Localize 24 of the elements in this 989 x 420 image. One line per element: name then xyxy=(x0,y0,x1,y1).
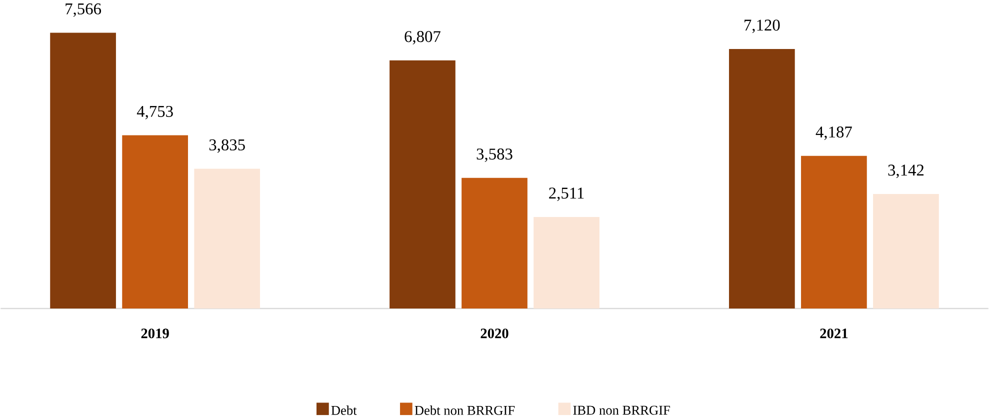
data-label: 3,835 xyxy=(209,139,245,153)
x-tick-label: 2020 xyxy=(480,328,508,338)
bar xyxy=(873,194,939,308)
data-label: 3,583 xyxy=(476,148,512,162)
bar xyxy=(801,156,867,308)
data-label: 7,120 xyxy=(744,19,780,33)
data-label: 7,566 xyxy=(66,3,102,17)
x-tick-label: 2021 xyxy=(820,328,848,338)
bar xyxy=(50,32,116,308)
legend-label: Debt xyxy=(331,405,357,415)
bar xyxy=(194,168,260,308)
bar xyxy=(462,178,528,308)
bar xyxy=(728,48,795,308)
data-label: 4,187 xyxy=(816,126,852,140)
data-label: 3,142 xyxy=(888,164,924,178)
legend-label: Debt non BRRGIF xyxy=(414,405,515,415)
data-label: 6,807 xyxy=(404,30,440,44)
bar xyxy=(534,216,600,308)
data-label: 4,753 xyxy=(136,106,173,120)
bar xyxy=(122,135,188,308)
data-label: 2,511 xyxy=(549,187,584,201)
bar xyxy=(390,60,456,308)
legend-label: IBD non BRRGIF xyxy=(573,406,670,414)
x-tick-label: 2019 xyxy=(141,328,169,338)
